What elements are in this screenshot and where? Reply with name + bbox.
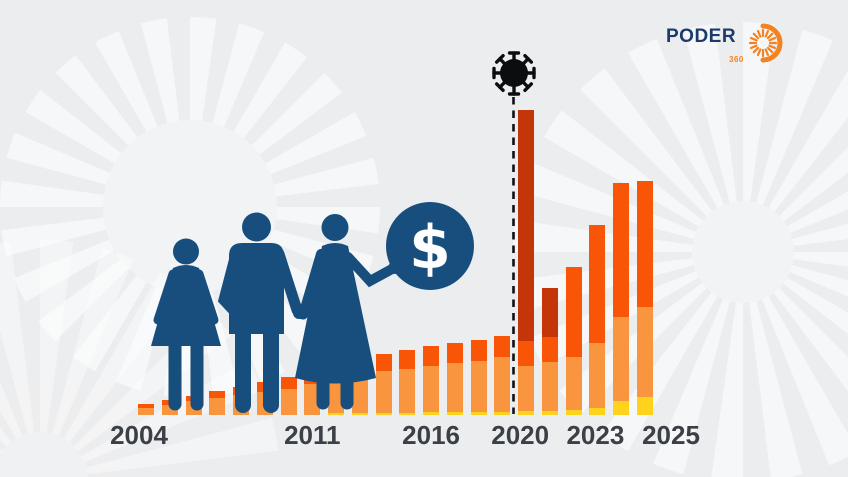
- bar-2015-bright-orange: [399, 350, 416, 369]
- bar-2024-yellow-bottom: [613, 401, 630, 415]
- bar-2018-light-orange: [470, 361, 487, 412]
- bar-2012-yellow-bottom: [328, 413, 345, 415]
- background-sunburst-bottom-left: [0, 240, 280, 477]
- bar-2004-light-orange: [138, 408, 154, 415]
- x-tick-label-2004: 2004: [110, 420, 168, 450]
- bar-2021-bright-orange: [541, 337, 558, 362]
- bar-2016-bright-orange: [423, 346, 440, 366]
- bar-2015-light-orange: [399, 369, 416, 413]
- x-tick-label-2020: 2020: [491, 420, 550, 450]
- bar-2004: [138, 404, 154, 415]
- bar-2022-light-orange: [565, 357, 582, 410]
- bar-2013-yellow-bottom: [351, 413, 368, 415]
- bar-2013-light-orange: [351, 374, 368, 413]
- bar-2024: [613, 183, 630, 415]
- bar-2014-yellow-bottom: [375, 413, 392, 415]
- bar-2019-light-orange: [494, 357, 511, 412]
- bar-2020-light-orange: [518, 366, 535, 411]
- bar-2024-bright-orange: [613, 183, 630, 317]
- bar-2023-yellow-bottom: [589, 408, 606, 415]
- bar-2021-dark-red-top: [541, 288, 558, 337]
- x-tick-label-2023: 2023: [566, 420, 625, 450]
- bar-2025-yellow-bottom: [637, 397, 653, 415]
- bar-2020-bright-orange: [518, 341, 535, 366]
- bar-2021-yellow-bottom: [541, 411, 558, 415]
- logo-sunburst-icon: [748, 23, 783, 63]
- bar-2007-light-orange: [209, 398, 226, 415]
- bar-2025-light-orange: [637, 307, 653, 397]
- bar-2017-bright-orange: [446, 343, 463, 363]
- bar-2024-light-orange: [613, 317, 630, 401]
- bar-2010-light-orange: [280, 389, 297, 415]
- bar-2010-bright-orange: [280, 377, 297, 389]
- bar-2018-bright-orange: [470, 340, 487, 361]
- bar-2020: [518, 110, 535, 415]
- bar-2023: [589, 225, 606, 415]
- bar-2017: [446, 343, 463, 415]
- bar-2012-light-orange: [328, 377, 345, 413]
- bar-2007-bright-orange: [209, 391, 226, 398]
- bar-2016: [423, 346, 440, 415]
- bar-2015: [399, 350, 416, 415]
- bar-2023-bright-orange: [589, 225, 606, 343]
- bar-2018: [470, 340, 487, 415]
- x-tick-label-2025: 2025: [642, 420, 700, 450]
- bar-2022-bright-orange: [565, 267, 582, 357]
- poder-logo: PODER 360: [666, 23, 796, 70]
- logo-brand-text: PODER: [666, 26, 737, 47]
- bar-2010: [280, 377, 297, 415]
- x-tick-label-2011: 2011: [284, 420, 341, 450]
- logo-360-text: 360: [729, 55, 744, 64]
- bar-2020-yellow-bottom: [518, 411, 535, 415]
- bar-2015-yellow-bottom: [399, 413, 416, 415]
- bar-2016-yellow-bottom: [423, 412, 440, 415]
- bar-2023-light-orange: [589, 343, 606, 408]
- bar-2025: [637, 181, 653, 415]
- bar-2014-light-orange: [375, 371, 392, 413]
- bar-2019: [494, 336, 511, 415]
- bar-2022-yellow-bottom: [565, 410, 582, 415]
- bar-2021: [541, 288, 558, 415]
- bar-2017-light-orange: [446, 363, 463, 412]
- bar-2014: [375, 354, 392, 415]
- bar-2017-yellow-bottom: [446, 412, 463, 415]
- bar-2004-bright-orange: [138, 404, 154, 408]
- bar-2025-bright-orange: [637, 181, 653, 307]
- bar-2019-bright-orange: [494, 336, 511, 357]
- bar-2014-bright-orange: [375, 354, 392, 371]
- bar-2020-dark-red-top: [518, 110, 535, 341]
- bar-2018-yellow-bottom: [470, 412, 487, 415]
- bar-2019-yellow-bottom: [494, 412, 511, 415]
- bar-2021-light-orange: [541, 362, 558, 411]
- bar-2022: [565, 267, 582, 415]
- bar-2007: [209, 391, 226, 415]
- bar-2011-light-orange: [304, 384, 321, 415]
- bar-2016-light-orange: [423, 366, 440, 412]
- x-tick-label-2016: 2016: [402, 420, 461, 450]
